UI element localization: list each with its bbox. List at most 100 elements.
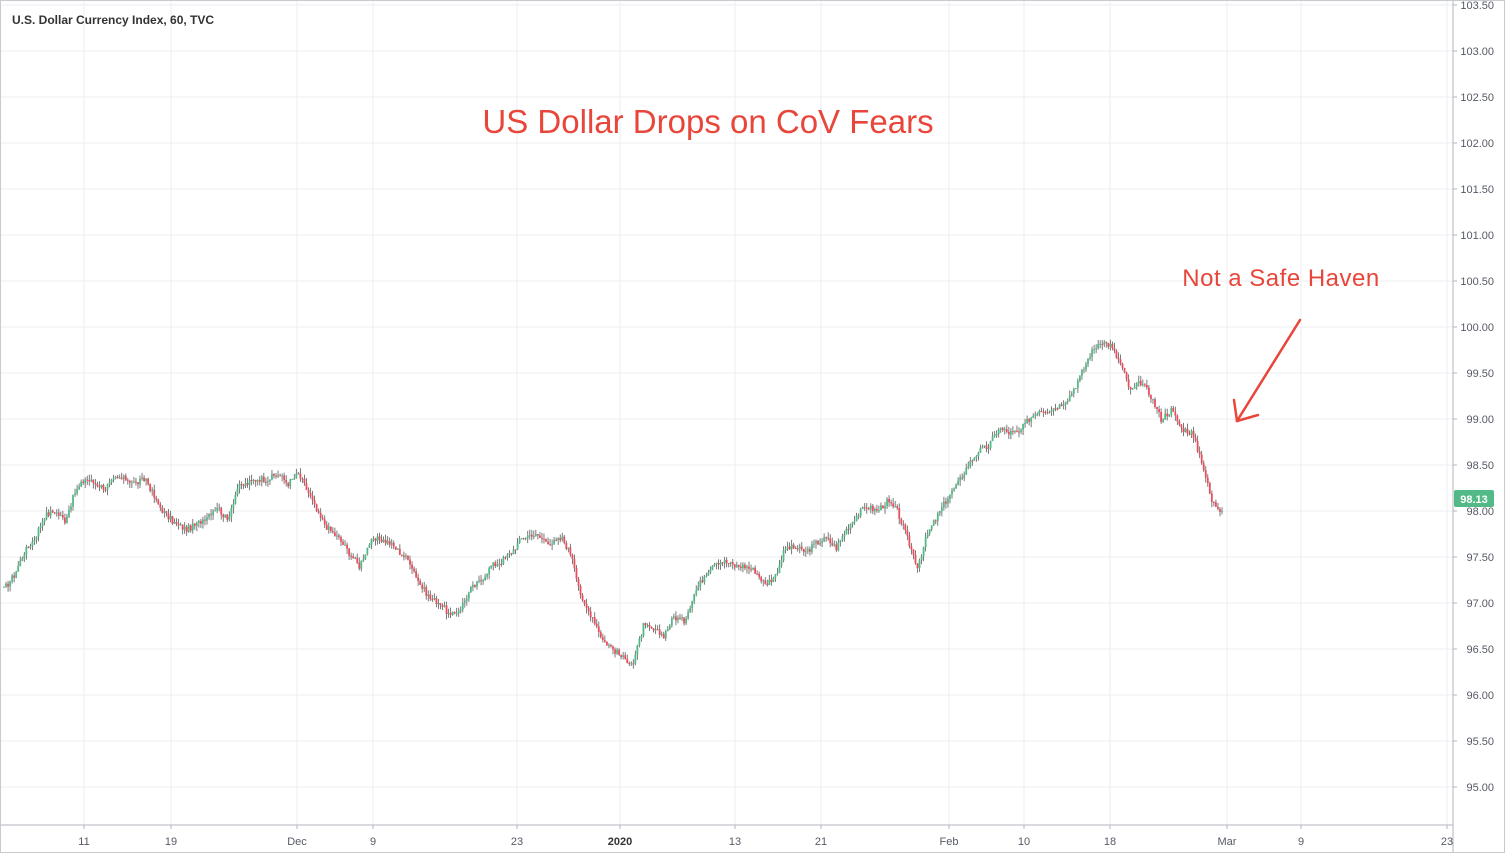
candle[interactable] xyxy=(571,553,574,565)
candle[interactable] xyxy=(336,530,338,540)
candle[interactable] xyxy=(752,567,754,571)
candle[interactable] xyxy=(212,509,214,520)
candle[interactable] xyxy=(313,495,316,508)
candle[interactable] xyxy=(742,562,744,573)
candle[interactable] xyxy=(853,515,856,525)
candle[interactable] xyxy=(37,526,40,542)
candle[interactable] xyxy=(819,538,821,547)
candle[interactable] xyxy=(699,576,702,591)
candle[interactable] xyxy=(595,619,598,629)
candle[interactable] xyxy=(43,517,46,526)
candle[interactable] xyxy=(128,479,131,488)
candle[interactable] xyxy=(55,509,58,517)
candle[interactable] xyxy=(938,510,941,517)
candle[interactable] xyxy=(1215,499,1217,508)
candle[interactable] xyxy=(486,573,489,580)
candle[interactable] xyxy=(756,570,759,576)
candle[interactable] xyxy=(13,572,16,583)
candle[interactable] xyxy=(1107,342,1110,350)
candle[interactable] xyxy=(3,586,5,588)
candle[interactable] xyxy=(439,602,442,610)
candle[interactable] xyxy=(141,472,143,481)
candle[interactable] xyxy=(754,565,756,575)
candle[interactable] xyxy=(721,561,724,567)
candle[interactable] xyxy=(735,561,738,568)
candle[interactable] xyxy=(7,580,9,592)
candle[interactable] xyxy=(585,598,588,614)
candle[interactable] xyxy=(871,504,874,515)
candle[interactable] xyxy=(642,622,645,638)
candle[interactable] xyxy=(839,539,842,547)
candle[interactable] xyxy=(279,473,281,477)
candle[interactable] xyxy=(1074,387,1077,390)
candle[interactable] xyxy=(463,597,466,608)
candle[interactable] xyxy=(269,479,271,485)
candle[interactable] xyxy=(177,518,180,530)
candle[interactable] xyxy=(41,518,44,531)
candle[interactable] xyxy=(1145,379,1148,390)
candle[interactable] xyxy=(260,475,263,487)
candle[interactable] xyxy=(116,475,119,479)
candle[interactable] xyxy=(267,476,269,487)
candle[interactable] xyxy=(660,631,663,637)
candle[interactable] xyxy=(1194,433,1197,443)
candle[interactable] xyxy=(563,534,566,545)
candle[interactable] xyxy=(246,478,249,488)
candle[interactable] xyxy=(1044,410,1047,415)
candle[interactable] xyxy=(502,555,505,565)
candle[interactable] xyxy=(1097,340,1100,350)
candle[interactable] xyxy=(1103,340,1106,348)
candle[interactable] xyxy=(1170,405,1173,418)
candle[interactable] xyxy=(561,532,564,542)
candle[interactable] xyxy=(206,513,208,525)
candle[interactable] xyxy=(376,533,379,545)
candle[interactable] xyxy=(496,559,499,567)
candle[interactable] xyxy=(833,540,836,547)
candle[interactable] xyxy=(350,552,353,560)
candle[interactable] xyxy=(19,556,22,567)
candle[interactable] xyxy=(370,538,373,550)
candle[interactable] xyxy=(72,494,74,511)
candle[interactable] xyxy=(961,473,964,481)
candle[interactable] xyxy=(358,557,361,571)
candle[interactable] xyxy=(541,532,543,544)
candle[interactable] xyxy=(321,514,324,521)
candle[interactable] xyxy=(589,606,592,622)
candle[interactable] xyxy=(1210,490,1213,508)
candle[interactable] xyxy=(1158,405,1160,418)
candle[interactable] xyxy=(187,523,190,533)
candle[interactable] xyxy=(285,475,288,487)
candle[interactable] xyxy=(27,546,30,549)
candle[interactable] xyxy=(419,578,422,586)
candle[interactable] xyxy=(932,519,935,526)
candle[interactable] xyxy=(729,561,732,567)
candle[interactable] xyxy=(228,511,231,522)
candle[interactable] xyxy=(74,488,76,497)
candle[interactable] xyxy=(737,564,740,571)
candle[interactable] xyxy=(1038,409,1041,417)
candle[interactable] xyxy=(340,535,342,546)
chart-legend[interactable]: U.S. Dollar Currency Index, 60, TVC xyxy=(12,13,214,27)
candle[interactable] xyxy=(553,536,556,545)
candle[interactable] xyxy=(386,536,389,545)
candle[interactable] xyxy=(999,427,1002,433)
candle[interactable] xyxy=(1079,375,1081,383)
candle[interactable] xyxy=(1168,413,1171,417)
candle[interactable] xyxy=(512,545,515,555)
candle[interactable] xyxy=(1068,390,1071,402)
candle[interactable] xyxy=(898,503,901,525)
candle[interactable] xyxy=(928,529,931,536)
candle[interactable] xyxy=(778,559,781,574)
candle[interactable] xyxy=(1062,400,1065,410)
candle[interactable] xyxy=(21,556,24,562)
candle[interactable] xyxy=(102,483,105,493)
candle[interactable] xyxy=(993,431,996,438)
candle[interactable] xyxy=(356,553,359,565)
candle[interactable] xyxy=(413,566,415,573)
candle[interactable] xyxy=(510,552,513,556)
candle[interactable] xyxy=(133,476,135,483)
candle[interactable] xyxy=(366,547,369,556)
candle[interactable] xyxy=(748,561,750,575)
candle[interactable] xyxy=(835,541,838,553)
candle[interactable] xyxy=(305,478,308,491)
